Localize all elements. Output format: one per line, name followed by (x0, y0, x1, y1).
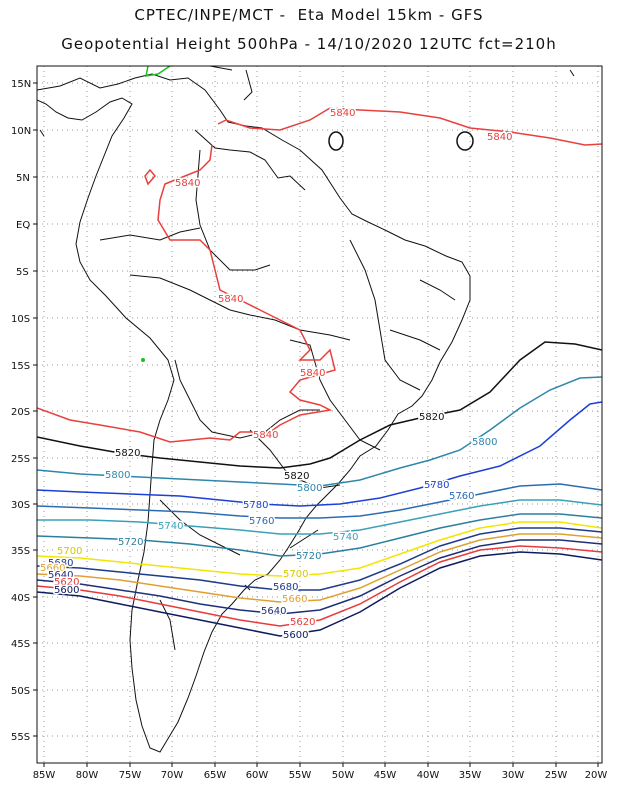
contour-5660 (37, 533, 602, 603)
lon-label: 50W (332, 770, 355, 781)
map-title-line2: Geopotential Height 500hPa - 14/10/2020 … (61, 35, 557, 53)
contour-5840-west (37, 144, 336, 443)
longitude-labels: 85W 80W 75W 70W 65W 60W 55W 50W 45W 40W … (33, 770, 608, 781)
lon-label: 35W (459, 770, 482, 781)
contour-label: 5800 (105, 470, 130, 481)
lat-label: 5N (16, 173, 30, 184)
lat-label: 30S (11, 500, 30, 511)
contour-label: 5640 (48, 570, 73, 581)
contour-5740 (37, 499, 602, 535)
contour-5800 (37, 376, 602, 487)
contour-label: 5640 (261, 606, 286, 617)
contour-label: 5760 (449, 491, 474, 502)
lon-label: 65W (204, 770, 227, 781)
green-dot (141, 358, 145, 362)
contour-5840-north (217, 107, 602, 146)
lat-label: 25S (11, 454, 30, 465)
contour-5840-loop (144, 168, 156, 186)
lat-label: 45S (11, 639, 30, 650)
lat-label: 15N (11, 79, 31, 90)
lon-label: 80W (76, 770, 99, 781)
lon-label: 75W (119, 770, 142, 781)
contour-label: 5660 (282, 594, 307, 605)
lon-label: 20W (585, 770, 608, 781)
contour-5780 (37, 401, 602, 507)
lat-label: 10S (11, 314, 30, 325)
contour-high-center-2 (456, 131, 474, 151)
map-title-line1: CPTEC/INPE/MCT - Eta Model 15km - GFS (134, 6, 484, 24)
contour-label: 5840 (330, 108, 355, 119)
contour-label: 5600 (54, 585, 79, 596)
lat-label: 50S (11, 686, 30, 697)
contour-label: 5620 (54, 577, 79, 588)
contour-5760 (37, 483, 602, 519)
contour-label: 5840 (175, 178, 200, 189)
contour-label: 5720 (296, 551, 321, 562)
lat-label: 35S (11, 546, 30, 557)
contour-label: 5740 (333, 532, 358, 543)
contour-label: 5840 (253, 430, 278, 441)
contour-label: 5820 (284, 471, 309, 482)
contour-label: 5800 (297, 483, 322, 494)
lon-label: 40W (417, 770, 440, 781)
lon-label: 25W (545, 770, 568, 781)
lon-label: 60W (246, 770, 269, 781)
lat-label: 40S (11, 593, 30, 604)
lon-label: 30W (502, 770, 525, 781)
contour-label: 5660 (40, 563, 65, 574)
contour-label: 5700 (283, 569, 308, 580)
contour-label: 5680 (273, 582, 298, 593)
contour-label: 5780 (424, 480, 449, 491)
contour-label: 5780 (243, 500, 268, 511)
green-contour (145, 66, 171, 77)
lon-label: 70W (161, 770, 184, 781)
map-frame (36, 65, 603, 764)
caribbean-islands (39, 66, 575, 137)
contour-label: 5800 (472, 437, 497, 448)
contour-5640 (37, 539, 602, 615)
lon-label: 85W (33, 770, 56, 781)
coastline (37, 73, 471, 753)
contour-label: 5680 (48, 558, 73, 569)
contour-5620 (37, 545, 602, 627)
contour-label: 5600 (283, 630, 308, 641)
lat-label: 10N (11, 126, 31, 137)
contour-high-center-1 (328, 131, 344, 151)
contour-5720 (37, 513, 602, 557)
contour-label: 5840 (300, 368, 325, 379)
lat-label: 20S (11, 407, 30, 418)
lon-label: 45W (374, 770, 397, 781)
lat-label: 55S (11, 732, 30, 743)
contour-label: 5720 (118, 537, 143, 548)
contour-5680 (37, 527, 602, 591)
contour-5820 (37, 341, 602, 469)
contour-label: 5840 (218, 294, 243, 305)
tick-marks (33, 82, 599, 767)
lon-label: 55W (289, 770, 312, 781)
lat-label: EQ (16, 220, 30, 231)
contour-label: 5700 (57, 546, 82, 557)
contour-label: 5840 (487, 132, 512, 143)
contour-label: 5820 (115, 448, 140, 459)
contour-label: 5740 (158, 521, 183, 532)
contour-label: 5760 (249, 516, 274, 527)
contour-label: 5620 (290, 617, 315, 628)
contour-5700 (37, 521, 602, 577)
latitude-labels: 15N 10N 5N EQ 5S 10S 15S 20S 25S 30S 35S… (11, 79, 31, 743)
lat-label: 5S (16, 267, 29, 278)
contour-5600 (37, 551, 602, 637)
lat-label: 15S (11, 361, 30, 372)
contour-label: 5820 (419, 412, 444, 423)
grid (37, 66, 602, 763)
